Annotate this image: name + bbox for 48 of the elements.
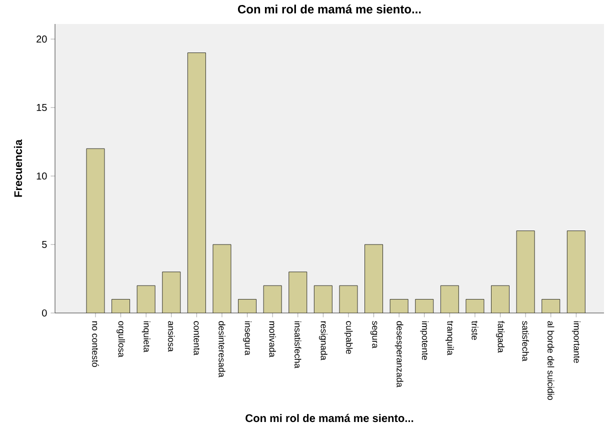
y-tick-label: 15 xyxy=(36,104,47,112)
bar xyxy=(264,286,282,313)
x-tick-label: satisfecha xyxy=(522,321,529,362)
bar xyxy=(415,299,434,313)
bar xyxy=(137,286,156,313)
bar xyxy=(466,299,484,313)
x-tick-label: insatisfecha xyxy=(294,321,302,368)
bar xyxy=(188,52,206,313)
x-tick-label: motivada xyxy=(269,321,276,358)
bar xyxy=(112,299,130,313)
y-tick-label: 0 xyxy=(42,309,47,317)
bar xyxy=(364,244,383,313)
bar xyxy=(542,299,560,313)
bar xyxy=(440,286,459,313)
x-tick-label: fatigada xyxy=(496,320,504,353)
x-tick-label: insegura xyxy=(243,321,252,356)
x-tick-label: importante xyxy=(572,321,580,363)
y-axis-title: Frecuencia xyxy=(14,139,22,197)
x-tick-label: ansiosa xyxy=(168,321,175,352)
y-tick-label: 20 xyxy=(36,36,47,43)
x-tick-label: desesperanzada xyxy=(394,321,404,388)
x-axis-title: Con mi rol de mamá me siento... xyxy=(246,414,414,422)
x-tick-label: tranquila xyxy=(445,320,454,356)
bar xyxy=(238,299,256,313)
bar xyxy=(314,286,332,313)
chart-title: Con mi rol de mamá me siento... xyxy=(238,4,421,14)
bar xyxy=(516,230,535,313)
bar xyxy=(491,286,510,313)
bar xyxy=(212,244,231,313)
x-tick-label: al borde del suicidio xyxy=(548,321,554,400)
y-tick-label: 10 xyxy=(36,172,47,180)
bar xyxy=(86,148,104,313)
x-tick-label: resignada xyxy=(318,321,328,360)
bar xyxy=(288,272,307,313)
bar xyxy=(339,286,358,313)
x-tick-label: triste xyxy=(472,320,478,340)
x-tick-label: orgullosa xyxy=(116,321,125,358)
x-tick-label: contenta xyxy=(194,321,200,356)
bar xyxy=(390,299,408,313)
x-tick-label: desinteresada xyxy=(218,321,226,378)
x-tick-label: impotente xyxy=(420,321,429,360)
x-tick-label: no contestó xyxy=(92,321,99,367)
y-tick-label: 5 xyxy=(42,241,47,248)
bar xyxy=(566,230,586,313)
x-tick-label: inquieta xyxy=(142,321,150,352)
x-tick-label: segura xyxy=(370,321,378,348)
x-tick-label: culpable xyxy=(344,321,353,354)
bar xyxy=(162,272,180,313)
